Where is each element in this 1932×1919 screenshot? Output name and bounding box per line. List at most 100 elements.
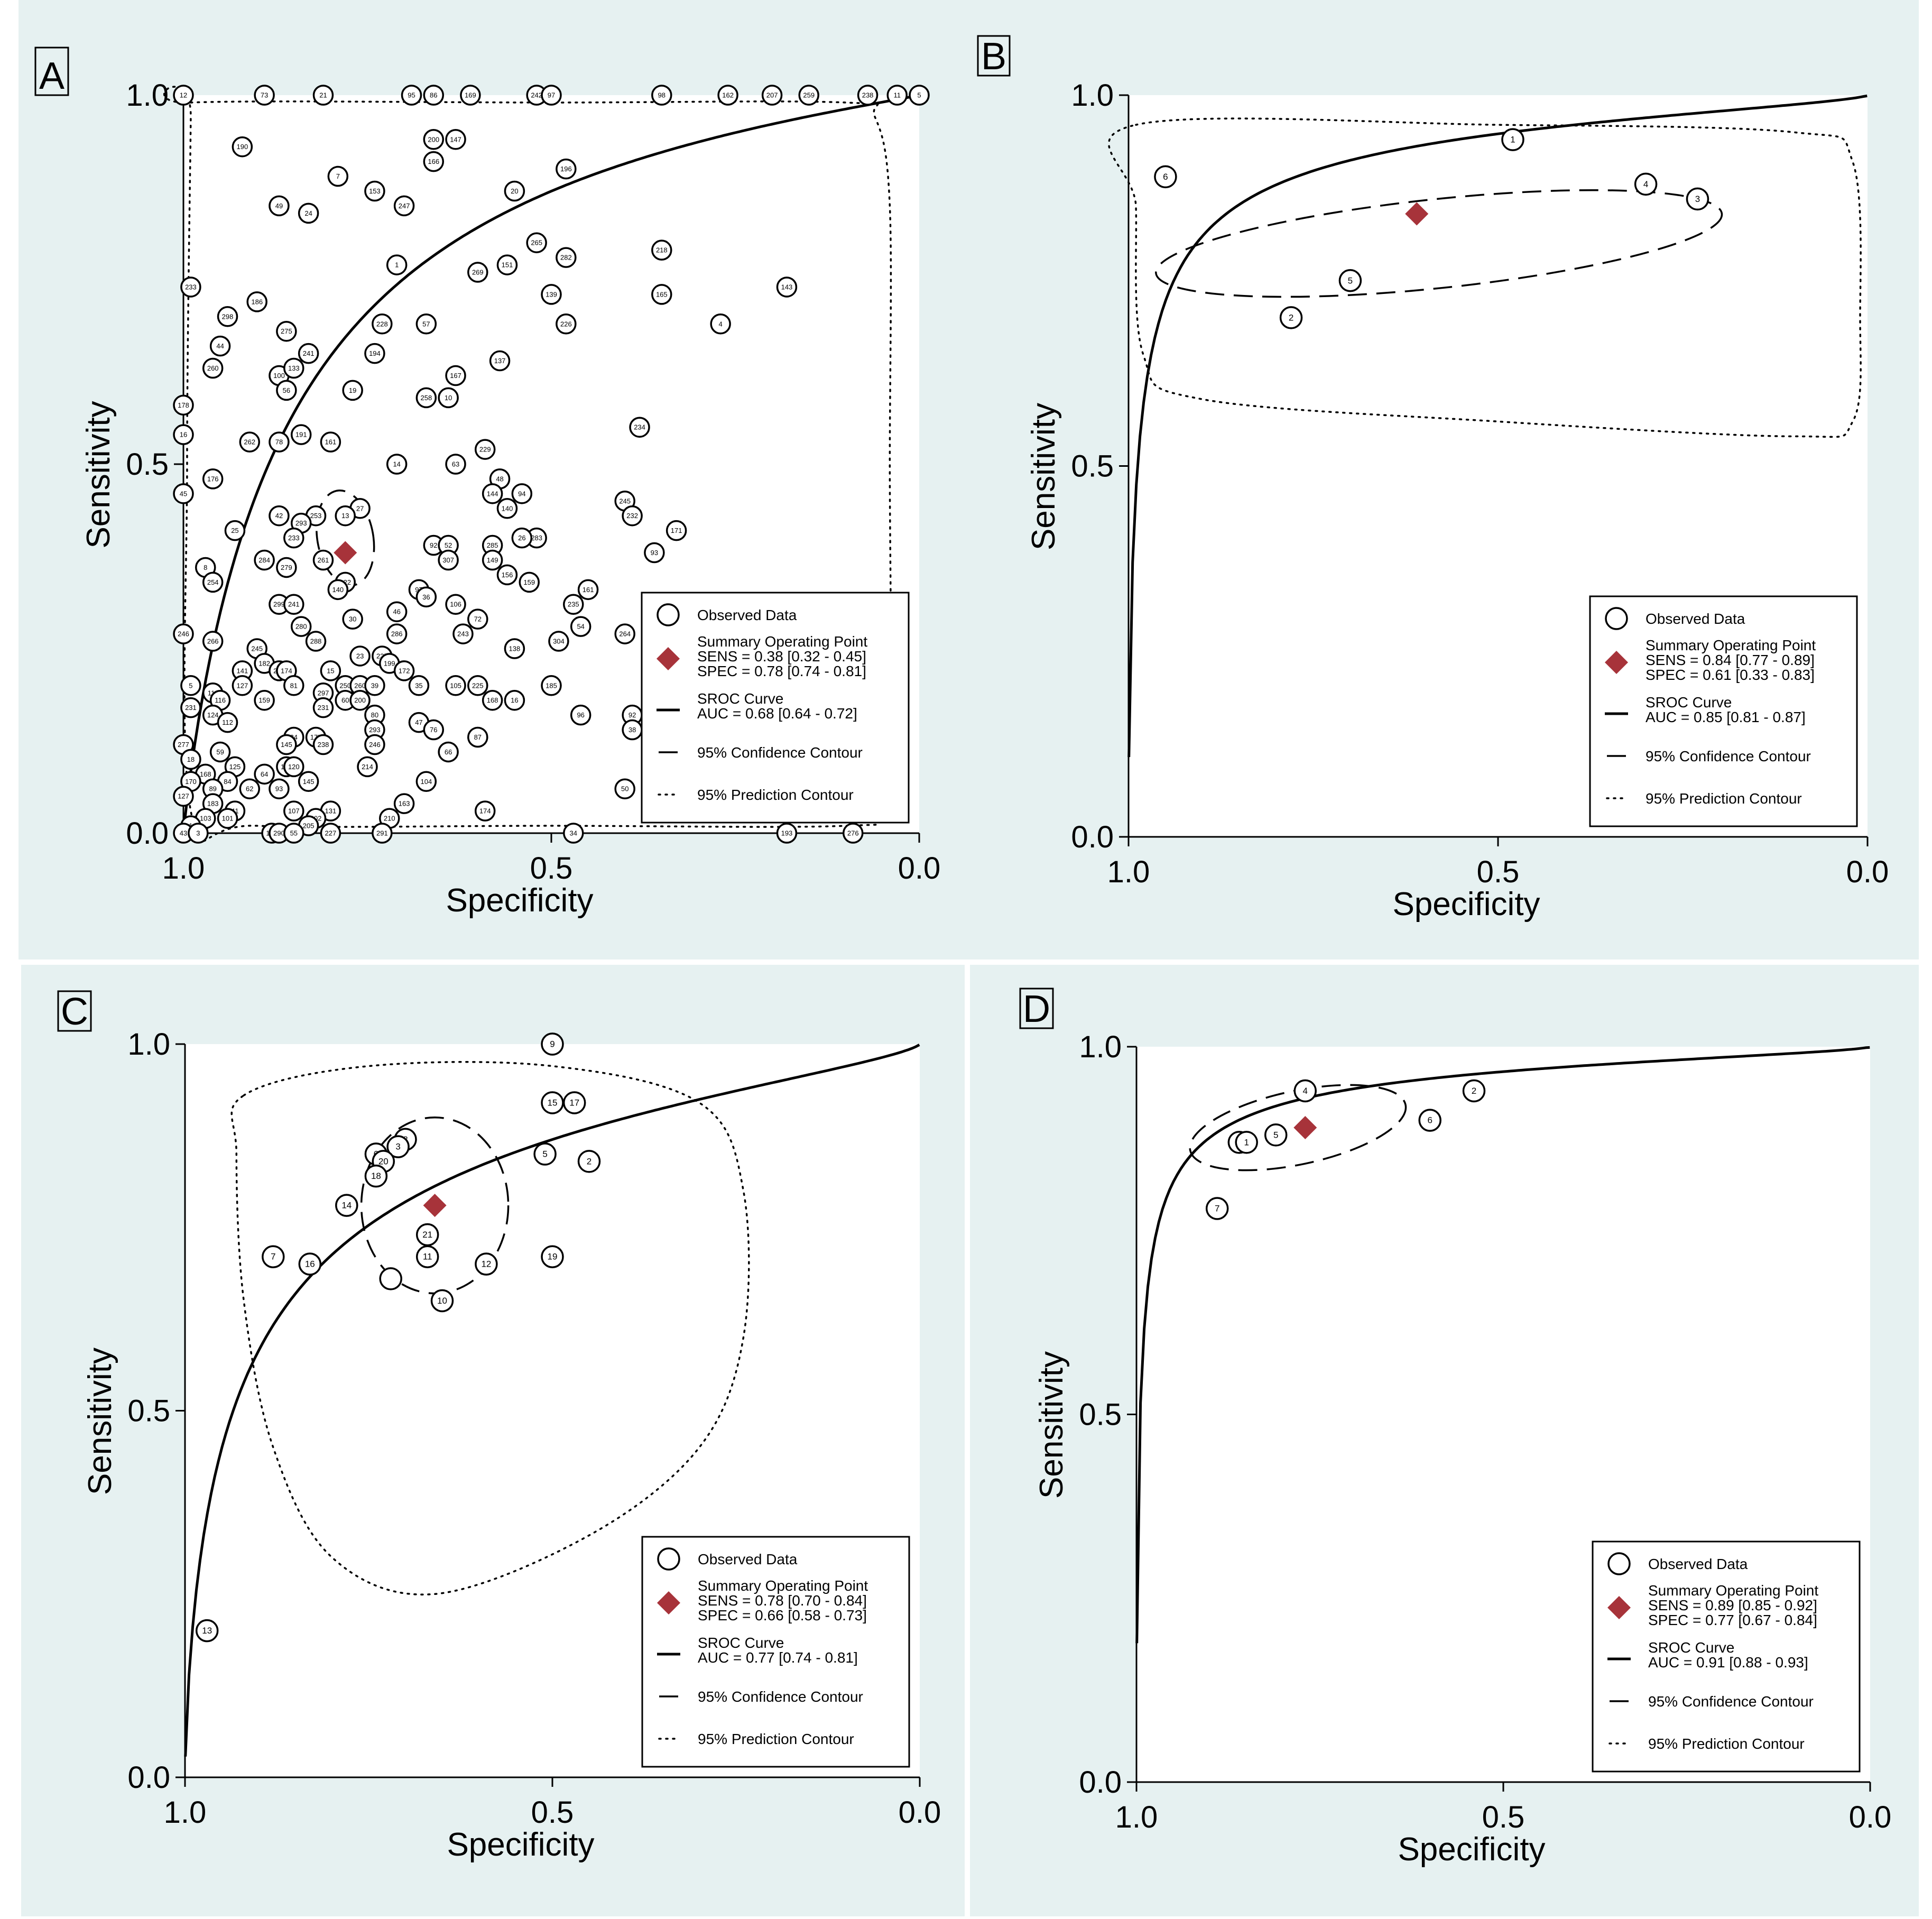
observed-point-label: 196: [560, 165, 572, 173]
observed-point-label: 45: [180, 490, 187, 497]
legend-sroc-title: SROC Curve: [1648, 1639, 1734, 1656]
observed-point: 59: [209, 741, 231, 763]
observed-point-label: 13: [202, 1626, 212, 1636]
observed-point: 3: [386, 1135, 410, 1158]
legend-observed: Observed Data: [697, 607, 797, 623]
observed-point: 277: [173, 734, 194, 755]
observed-point: 143: [776, 276, 798, 298]
observed-point: 18: [180, 749, 201, 770]
observed-point-marker: [327, 579, 349, 601]
observed-point-marker: [320, 431, 341, 453]
observed-point: 229: [474, 439, 496, 460]
observed-point: 5: [909, 85, 930, 106]
observed-point-label: 153: [369, 187, 381, 195]
observed-point-marker: [364, 180, 385, 202]
panel-c: 1.0 0.5 0.0 0.0 0.5 1.0 Specificity Sensitivity…: [21, 965, 965, 1916]
prediction-contour: [230, 1061, 750, 1595]
observed-point-marker: [651, 284, 672, 305]
observed-point-label: 7: [271, 1252, 275, 1262]
x-tick-label: 0.0: [898, 851, 941, 885]
observed-point-label: 19: [349, 386, 356, 394]
observed-point: 11: [886, 85, 908, 106]
observed-point-label: 227: [325, 829, 337, 837]
observed-point-marker: [776, 276, 798, 298]
observed-point-label: 161: [583, 586, 594, 594]
observed-point: 241: [298, 343, 319, 364]
observed-point-label: 174: [479, 807, 491, 815]
observed-point-label: 48: [496, 475, 503, 483]
observed-point-label: 145: [281, 741, 292, 749]
observed-point-label: 231: [185, 704, 197, 712]
observed-point-label: 232: [626, 512, 638, 520]
observed-point: 63: [445, 454, 466, 475]
observed-point-label: 283: [531, 534, 542, 542]
observed-point-label: 5: [189, 681, 192, 689]
observed-point-marker: [180, 276, 201, 298]
observed-point-marker: [364, 1164, 388, 1188]
observed-point-label: 13: [341, 512, 349, 520]
observed-point-label: 93: [651, 549, 658, 557]
observed-point: 18: [364, 1164, 388, 1188]
observed-point-label: 304: [553, 638, 565, 645]
observed-point-label: 185: [546, 681, 557, 689]
observed-point-marker: [423, 719, 445, 741]
observed-point-marker: [386, 254, 408, 275]
observed-point-label: 5: [542, 1149, 547, 1159]
observed-point: 15: [541, 1091, 564, 1114]
observed-point-label: 81: [290, 681, 298, 689]
observed-point-label: 49: [275, 202, 283, 210]
observed-point-marker: [386, 601, 408, 622]
observed-point: 231: [180, 697, 201, 718]
observed-point-label: 290: [273, 829, 285, 837]
observed-point-marker: [283, 527, 304, 549]
observed-point: 288: [305, 631, 327, 652]
observed-point: 279: [276, 557, 297, 578]
observed-point-marker: [283, 756, 304, 778]
observed-point: 86: [423, 85, 445, 106]
observed-point: 4: [1634, 172, 1658, 196]
x-tick-label: 1.0: [164, 1795, 207, 1830]
observed-point-label: 89: [209, 785, 216, 793]
observed-point-marker: [1264, 1123, 1288, 1147]
x-axis-title: Specificity: [446, 882, 593, 919]
roc-plot-d: 1.0 0.5 0.0 0.0 0.5 1.0 Specificity Sensitivity…: [1019, 988, 1891, 1868]
observed-point: 235: [563, 594, 584, 615]
observed-point-marker: [842, 823, 864, 844]
observed-point-marker: [710, 313, 731, 335]
observed-point-marker: [254, 689, 275, 711]
observed-point-label: 2: [587, 1156, 591, 1166]
observed-point-label: 141: [237, 667, 248, 675]
legend: Observed Data Summary Operating PointSENS…: [1589, 595, 1858, 827]
observed-point-marker: [474, 800, 496, 822]
observed-point-label: 139: [546, 290, 557, 298]
observed-point-marker: [475, 1252, 498, 1276]
observed-point: 44: [209, 335, 231, 357]
summary-operating-point: [334, 541, 357, 565]
legend-sop-spec: SPEC = 0.77 [0.67 - 0.84]: [1648, 1612, 1817, 1628]
observed-point-marker: [312, 734, 334, 755]
observed-point-marker: [496, 498, 518, 519]
observed-point: 161: [577, 579, 599, 601]
observed-point-marker: [445, 129, 466, 150]
observed-point-marker: [1293, 1079, 1317, 1103]
observed-point: 269: [467, 262, 488, 283]
observed-point: 163: [393, 793, 415, 814]
observed-point-marker: [570, 616, 591, 637]
observed-point-label: 200: [354, 696, 366, 704]
sroc-curve: [184, 1044, 920, 1757]
observed-point-label: 100: [273, 372, 285, 380]
observed-point-marker: [909, 85, 930, 106]
observed-point-marker: [519, 571, 540, 593]
observed-point: 299: [269, 594, 290, 615]
observed-point-label: 186: [251, 298, 263, 306]
observed-point-marker: [276, 557, 297, 578]
observed-point-label: 64: [261, 770, 268, 778]
observed-point-marker: [232, 136, 253, 158]
legend-box: [1592, 1540, 1861, 1773]
observed-point-label: 9: [550, 1039, 554, 1049]
roc-plot-c: 1.0 0.5 0.0 0.0 0.5 1.0 Specificity Sensitivity…: [57, 990, 941, 1863]
observed-point-marker: [415, 313, 437, 335]
observed-point: 1: [1235, 1131, 1258, 1154]
observed-point-marker: [386, 623, 408, 644]
x-tick-label: 0.5: [1477, 855, 1520, 889]
